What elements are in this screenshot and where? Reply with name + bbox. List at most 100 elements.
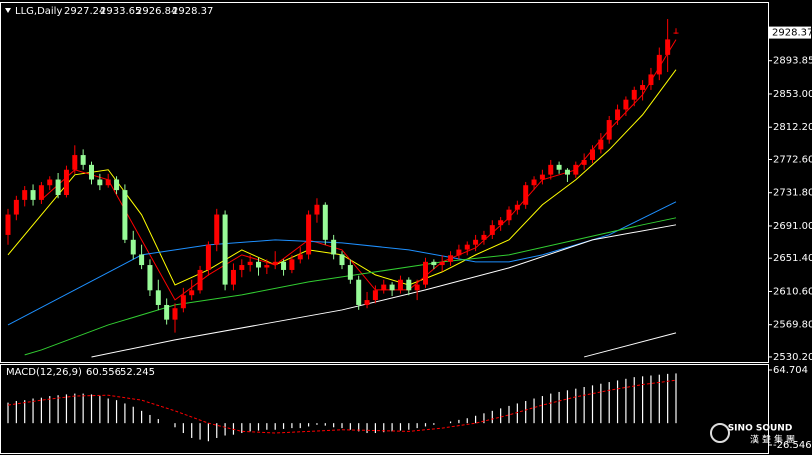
candle-body xyxy=(464,244,470,250)
candle-body xyxy=(456,249,462,256)
candle-body xyxy=(139,254,145,266)
header-ohlc: 2926.84 xyxy=(136,6,177,17)
candle-body xyxy=(590,149,595,160)
header-ohlc: 2928.37 xyxy=(172,6,213,17)
y-tick-label: 2772.60 xyxy=(773,154,812,165)
candle-body xyxy=(581,159,587,165)
watermark: SINO SOUND 漢聲集團 xyxy=(710,423,798,446)
candle-body xyxy=(180,295,186,309)
candle-body xyxy=(539,174,545,180)
candle-body xyxy=(114,179,120,191)
current-price: 2928.37 xyxy=(772,28,812,39)
candle-body xyxy=(314,204,320,215)
candle-body xyxy=(498,220,504,226)
candle-body xyxy=(364,300,370,305)
candle-body xyxy=(623,99,629,110)
candle-body xyxy=(55,179,61,195)
candle-body xyxy=(514,204,520,210)
candle-body xyxy=(414,284,420,291)
candle-body xyxy=(13,199,19,215)
candle-body xyxy=(397,279,403,291)
candle-body xyxy=(264,265,270,268)
candle-body xyxy=(63,169,69,195)
candle-body xyxy=(481,234,487,240)
watermark-chinese: 漢聲集團 xyxy=(750,434,798,446)
candle-body xyxy=(564,169,570,175)
candle-body xyxy=(89,164,94,180)
candle-body xyxy=(105,179,111,186)
candle-body xyxy=(297,254,303,260)
candle-body xyxy=(431,261,437,266)
candle-body xyxy=(30,190,36,200)
y-tick-label: 2691.00 xyxy=(773,221,812,232)
candle-body xyxy=(656,54,662,75)
candle-body xyxy=(523,185,529,205)
candle-body xyxy=(372,290,378,301)
candle-body xyxy=(556,164,562,170)
candle-body xyxy=(406,279,412,291)
macd-value: 60.556 xyxy=(86,367,121,378)
signal-value: 52.245 xyxy=(120,367,155,378)
candle-body xyxy=(423,261,428,285)
candle-body xyxy=(197,269,203,291)
candle-body xyxy=(606,120,612,140)
candle-body xyxy=(189,290,195,296)
y-tick-label: 2893.85 xyxy=(773,56,812,67)
moving-average xyxy=(91,224,677,358)
y-tick-label: 2610.60 xyxy=(773,286,812,297)
candle-body xyxy=(648,74,654,86)
candle-body xyxy=(381,284,387,291)
candle-body xyxy=(281,261,287,270)
signal-line xyxy=(7,379,677,434)
candle-body xyxy=(347,265,353,280)
y-tick-label: -26.546 xyxy=(773,440,812,451)
y-tick-label: 64.704 xyxy=(773,365,808,376)
y-tick-label: 2530.20 xyxy=(773,352,812,363)
candle-body xyxy=(164,304,170,320)
moving-average xyxy=(41,39,677,301)
candle-body xyxy=(615,109,621,121)
candle-body xyxy=(205,244,211,270)
candle-body xyxy=(598,139,604,150)
candle-body xyxy=(97,179,103,186)
candle-body xyxy=(339,254,345,266)
candle-body xyxy=(130,239,136,255)
candle-body xyxy=(122,190,128,240)
main-panel xyxy=(0,2,769,363)
moving-average xyxy=(7,201,677,326)
candle-body xyxy=(673,32,679,34)
candle-body xyxy=(506,209,512,221)
candle-body xyxy=(272,261,278,266)
macd-panel xyxy=(0,364,769,454)
candle-body xyxy=(247,261,253,266)
candle-body xyxy=(489,225,495,235)
candle-body xyxy=(256,261,261,268)
candle-body xyxy=(640,85,646,90)
candle-body xyxy=(573,164,579,175)
candle-body xyxy=(38,185,44,200)
macd-title: MACD(12,26,9) xyxy=(6,367,82,378)
candle-body xyxy=(22,190,28,200)
watermark-name: SINO SOUND xyxy=(728,424,793,434)
header-ohlc: 2927.24 xyxy=(64,6,105,17)
y-tick-label: 2812.20 xyxy=(773,122,812,133)
moving-average xyxy=(24,217,677,356)
candle-body xyxy=(331,239,337,255)
candle-body xyxy=(473,239,479,245)
candle-body xyxy=(172,308,178,320)
candle-body xyxy=(439,261,445,266)
header-ohlc: 2933.65 xyxy=(100,6,141,17)
candle-body xyxy=(222,214,228,285)
y-tick-label: 2731.80 xyxy=(773,188,812,199)
candle-body xyxy=(289,259,295,270)
candle-body xyxy=(239,265,245,270)
candle-body xyxy=(155,290,161,305)
menu-arrow[interactable] xyxy=(5,8,11,13)
candle-body xyxy=(230,269,236,285)
candle-body xyxy=(147,265,153,291)
candle-body xyxy=(631,89,637,100)
y-tick-label: 2853.00 xyxy=(773,89,812,100)
